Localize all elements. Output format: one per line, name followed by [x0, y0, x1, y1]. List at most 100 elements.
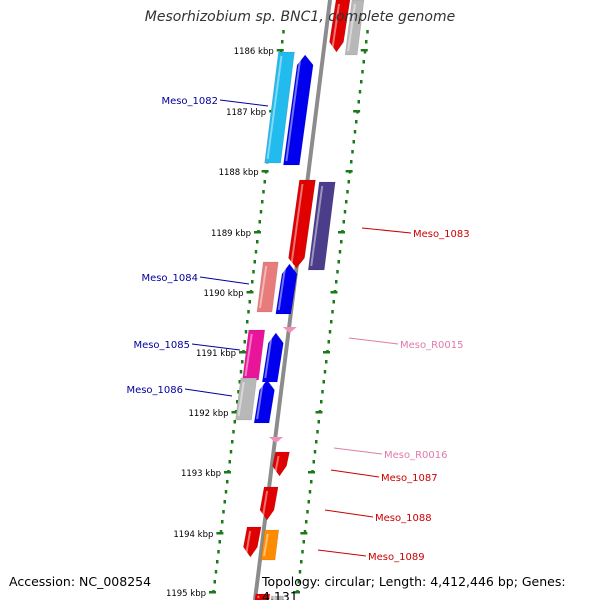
inner-tick-ring [219, 530, 223, 534]
outer-tick-ring [340, 240, 343, 244]
gene-arrow-meso-1085-highlight [264, 336, 273, 379]
inner-tick-ring [251, 280, 254, 284]
outer-tick-ring [298, 570, 302, 574]
outer-tick-ring [366, 30, 369, 34]
outer-tick-ring [360, 80, 363, 84]
gene-label-leader [333, 447, 383, 455]
outer-scale-tick [308, 471, 315, 474]
outer-tick-ring [357, 100, 360, 104]
scale-tick-label: 1193 kbp [181, 469, 221, 479]
inner-tick-ring [239, 370, 243, 374]
inner-tick-ring [282, 30, 285, 34]
outer-tick-ring [306, 510, 309, 514]
gene-arrow-meso-1086-highlight [256, 383, 264, 420]
outer-tick-ring [312, 460, 315, 464]
outer-tick-ring [313, 450, 317, 454]
scale-tick-label: 1194 kbp [173, 530, 213, 540]
gene-arrow-meso-1087-highlight [274, 455, 280, 473]
inner-tick-ring [241, 360, 244, 364]
scale-tick [276, 49, 284, 52]
gene-arrow-top-right-highlight [331, 3, 340, 49]
inner-tick-ring [214, 570, 218, 574]
outer-tick-ring [352, 140, 355, 144]
scale-tick-label: 1192 kbp [188, 409, 228, 419]
inner-tick-ring [262, 190, 265, 194]
outer-tick-ring [317, 420, 320, 424]
gene-arrow-meso-1082 [283, 54, 314, 166]
inner-tick-ring [252, 270, 255, 274]
inner-tick-ring [261, 200, 264, 204]
topology-text: Topology: circular; Length: 4,412,446 bp… [262, 574, 566, 600]
outer-tick-ring [330, 320, 333, 324]
scale-tick [254, 231, 261, 234]
gene-label-leader [361, 227, 412, 234]
gene-arrow-meso-1085 [261, 332, 284, 383]
inner-tick-ring [254, 250, 258, 254]
inner-tick-ring [243, 340, 246, 344]
inner-tick-ring [258, 220, 261, 224]
gene-label: Meso_R0016 [384, 450, 448, 461]
gene-arrow-meso-1087 [272, 451, 290, 477]
outer-tick-ring [300, 560, 303, 564]
inner-tick-ring [228, 460, 231, 464]
outer-tick-ring [325, 360, 328, 364]
inner-tick-ring [247, 310, 250, 314]
outer-tick-ring [365, 40, 368, 44]
inner-tick-ring [244, 330, 248, 334]
gene-arrow-meso-1082-highlight [285, 58, 302, 162]
gene-arrow-meso-1089-a-highlight [245, 530, 252, 554]
inner-tick-ring [231, 440, 234, 444]
scale-tick-label: 1186 kbp [234, 47, 274, 57]
inner-tick-ring [259, 210, 263, 214]
gene-arrow-meso-1086 [253, 379, 275, 424]
gene-arrow-meso-1084-highlight [277, 267, 286, 311]
gene-block-bottom [254, 593, 271, 600]
inner-tick-ring [246, 320, 249, 324]
outer-tick-ring [328, 330, 332, 334]
gene-block-meso-1084-a-highlight [259, 265, 268, 309]
gene-arrow-meso-1088-highlight [262, 490, 269, 517]
inner-tick-ring [281, 40, 284, 44]
inner-tick-ring [263, 180, 266, 184]
outer-tick-ring [338, 250, 342, 254]
scale-tick [224, 471, 231, 474]
gene-arrow-meso-1084 [275, 263, 298, 315]
inner-tick-ring [279, 50, 283, 54]
scale-tick [239, 351, 246, 354]
gene-label: Meso_1086 [126, 385, 183, 396]
scale-tick-label: 1195 kbp [166, 589, 206, 599]
gene-label: Meso_1088 [375, 513, 432, 524]
inner-tick-ring [222, 510, 225, 514]
gene-block-meso-1082-a-highlight [266, 55, 283, 160]
scale-tick-label: 1188 kbp [219, 168, 259, 178]
gene-label-leader [219, 99, 269, 107]
gene-label-leader [324, 509, 374, 518]
outer-tick-ring [320, 400, 323, 404]
gene-label-leader [317, 549, 367, 557]
gene-block-meso-1089-b-highlight [263, 533, 269, 557]
inner-tick-ring [213, 580, 216, 584]
gene-block-bottom-gray [270, 595, 284, 600]
gene-arrow-meso-1088 [259, 486, 279, 521]
scale-tick [231, 411, 239, 414]
inner-tick-ring [253, 260, 256, 264]
outer-tick-ring [346, 190, 349, 194]
gene-label-leader [330, 469, 380, 478]
gene-block-meso-1089-b [260, 529, 280, 561]
gene-block-top-right-highlight [347, 3, 356, 52]
gene-block-top-right [344, 0, 365, 56]
gene-block-meso-1083-b-highlight [310, 185, 324, 267]
outer-scale-tick [300, 532, 308, 535]
outer-tick-ring [297, 580, 300, 584]
inner-tick-ring [226, 480, 229, 484]
gene-arrow-top-right [329, 0, 351, 53]
outer-scale-tick [353, 110, 361, 113]
gene-arrow-meso-1083-a [288, 179, 316, 269]
scale-tick-label: 1191 kbp [196, 349, 236, 359]
outer-tick-ring [327, 340, 330, 344]
gene-label: Meso_1083 [413, 229, 470, 240]
scale-tick-label: 1187 kbp [226, 108, 266, 118]
gene-label-leader [184, 388, 233, 397]
outer-scale-tick [345, 170, 353, 173]
